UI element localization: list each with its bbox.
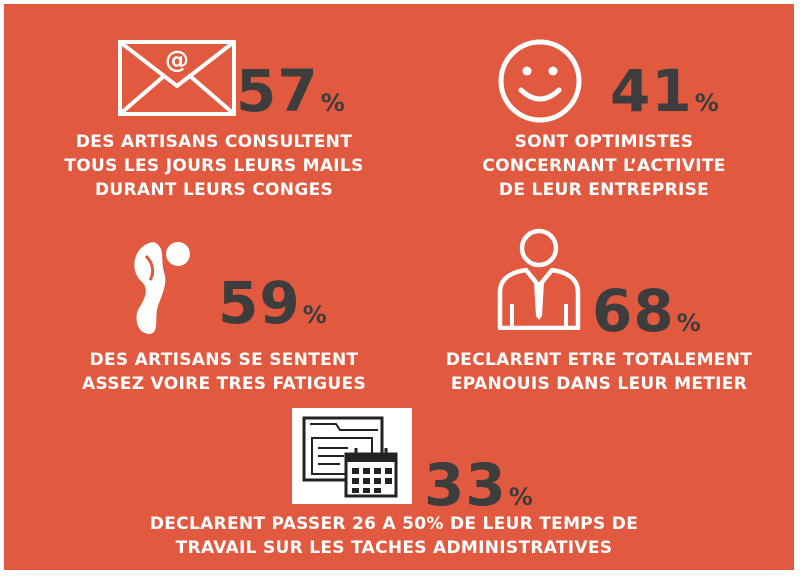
mail-envelope-icon: @ (118, 40, 236, 116)
svg-text:@: @ (165, 46, 189, 74)
businessman-icon (497, 228, 581, 330)
stat-value-fulfilment: 68% (592, 282, 701, 340)
stat-caption-fatigue: DES ARTISANS SE SENTENT ASSEZ VOIRE TRES… (82, 350, 366, 394)
stat-unit: % (320, 89, 345, 117)
stat-number: 57 (236, 57, 319, 125)
stat-number: 68 (592, 277, 675, 345)
folder-calendar-icon (292, 408, 412, 504)
stat-unit: % (676, 309, 701, 337)
stat-number: 33 (424, 451, 507, 519)
stat-caption-fulfilment: DECLARENT ETRE TOTALEMENT EPANOUIS DANS … (445, 350, 753, 394)
infographic-panel: @ 57% DES ARTISANS CONSULTENT TOUS LES J… (4, 4, 794, 570)
stat-caption-admin: DECLARENT PASSER 26 A 50% DE LEUR TEMPS … (149, 514, 639, 558)
tired-figure-icon (134, 242, 190, 334)
stat-value-fatigue: 59% (218, 274, 327, 332)
stat-unit: % (302, 301, 327, 329)
smiley-face-icon (498, 39, 582, 123)
stat-unit: % (694, 89, 719, 117)
stat-caption-optimism: SONT OPTIMISTES CONCERNANT L’ACTIVITE DE… (482, 132, 726, 200)
stat-caption-mails: DES ARTISANS CONSULTENT TOUS LES JOURS L… (64, 132, 364, 200)
stat-value-optimism: 41% (610, 62, 719, 120)
stat-unit: % (508, 483, 533, 511)
stat-number: 41 (610, 57, 693, 125)
stat-number: 59 (218, 269, 301, 337)
stat-value-mails: 57% (236, 62, 345, 120)
stat-value-admin: 33% (424, 456, 533, 514)
